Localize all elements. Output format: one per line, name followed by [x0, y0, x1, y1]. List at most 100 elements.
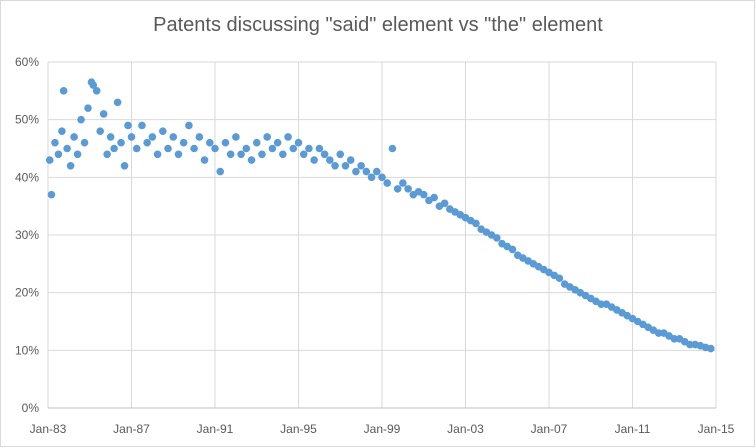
data-point — [430, 193, 438, 202]
y-tick-label: 60% — [15, 55, 39, 69]
data-point — [226, 150, 235, 159]
data-point — [70, 133, 78, 141]
x-tick-label: Jan-87 — [113, 422, 150, 436]
data-point — [299, 150, 308, 159]
data-point — [120, 162, 129, 170]
data-point — [205, 138, 214, 147]
data-point — [221, 138, 230, 147]
data-point — [273, 138, 282, 147]
data-point — [247, 156, 256, 164]
data-point — [399, 179, 407, 187]
data-point — [77, 115, 85, 124]
data-point — [654, 329, 663, 337]
data-point — [440, 199, 449, 208]
x-tick-label: Jan-07 — [531, 422, 568, 436]
data-point — [195, 133, 204, 141]
data-point — [66, 162, 75, 170]
y-tick-label: 30% — [15, 228, 39, 242]
data-point — [96, 127, 104, 135]
data-point — [99, 110, 108, 118]
data-point — [388, 144, 397, 153]
data-point — [357, 162, 365, 170]
x-tick-label: Jan-99 — [364, 422, 401, 436]
data-point — [393, 185, 402, 193]
x-tick-label: Jan-03 — [447, 422, 484, 436]
x-tick-label: Jan-91 — [197, 422, 234, 436]
data-point — [336, 150, 345, 159]
data-point — [127, 133, 136, 141]
data-point — [106, 133, 115, 141]
data-point — [294, 138, 303, 147]
data-point — [179, 138, 188, 147]
data-point — [59, 87, 68, 95]
data-point — [326, 156, 334, 164]
data-point — [686, 340, 694, 349]
data-point — [352, 167, 360, 176]
data-point — [47, 190, 56, 199]
data-point — [51, 138, 59, 147]
data-point — [331, 162, 339, 170]
data-point — [58, 127, 66, 135]
data-point — [378, 173, 386, 182]
data-point — [169, 133, 178, 141]
data-point — [419, 190, 428, 199]
data-point — [153, 150, 162, 159]
data-point — [284, 133, 292, 141]
data-point — [346, 156, 355, 164]
data-point — [472, 219, 480, 228]
data-point — [362, 167, 371, 176]
data-point — [263, 133, 271, 141]
data-point — [310, 156, 318, 164]
data-point — [320, 150, 329, 159]
data-point — [200, 156, 209, 164]
y-tick-label: 0% — [22, 401, 40, 415]
x-tick-label: Jan-95 — [280, 422, 317, 436]
x-tick-label: Jan-15 — [698, 422, 735, 436]
gridlines — [47, 61, 717, 408]
data-point — [252, 138, 261, 147]
data-point — [237, 150, 245, 159]
data-point — [138, 121, 146, 130]
data-point — [92, 87, 101, 95]
data-point — [268, 144, 277, 153]
data-point — [341, 162, 350, 170]
y-tick-label: 50% — [15, 113, 39, 127]
data-point — [211, 144, 219, 153]
data-point — [258, 150, 266, 159]
data-point — [232, 133, 240, 141]
data-point — [190, 144, 198, 153]
data-point — [143, 138, 151, 147]
data-point — [124, 121, 132, 130]
data-point — [706, 344, 715, 353]
x-tick-label: Jan-83 — [30, 422, 67, 436]
data-point — [73, 150, 82, 159]
data-point — [185, 121, 193, 130]
data-point — [148, 133, 157, 141]
data-point — [597, 300, 605, 309]
data-point — [174, 150, 183, 159]
y-tick-label: 20% — [15, 286, 39, 300]
data-point — [89, 81, 98, 89]
y-tick-label: 10% — [15, 343, 39, 357]
tick-labels: 0% 10% 20% 30% 40% 50% 60% Jan-83 Jan-87 Jan-91 Ja… — [15, 55, 735, 436]
data-point — [493, 234, 501, 242]
data-point — [383, 179, 392, 187]
data-points — [45, 78, 715, 353]
data-point — [132, 144, 141, 153]
data-point — [164, 144, 172, 153]
data-point — [103, 150, 111, 159]
x-tick-label: Jan-11 — [615, 422, 651, 436]
data-point — [159, 127, 167, 135]
data-point — [80, 138, 89, 147]
data-point — [508, 245, 517, 254]
data-point — [54, 150, 63, 159]
data-point — [45, 156, 54, 164]
data-point — [289, 144, 298, 153]
y-tick-label: 40% — [15, 170, 39, 184]
data-point — [670, 335, 679, 343]
data-point — [315, 144, 324, 153]
data-point — [117, 138, 125, 147]
data-point — [372, 167, 381, 176]
